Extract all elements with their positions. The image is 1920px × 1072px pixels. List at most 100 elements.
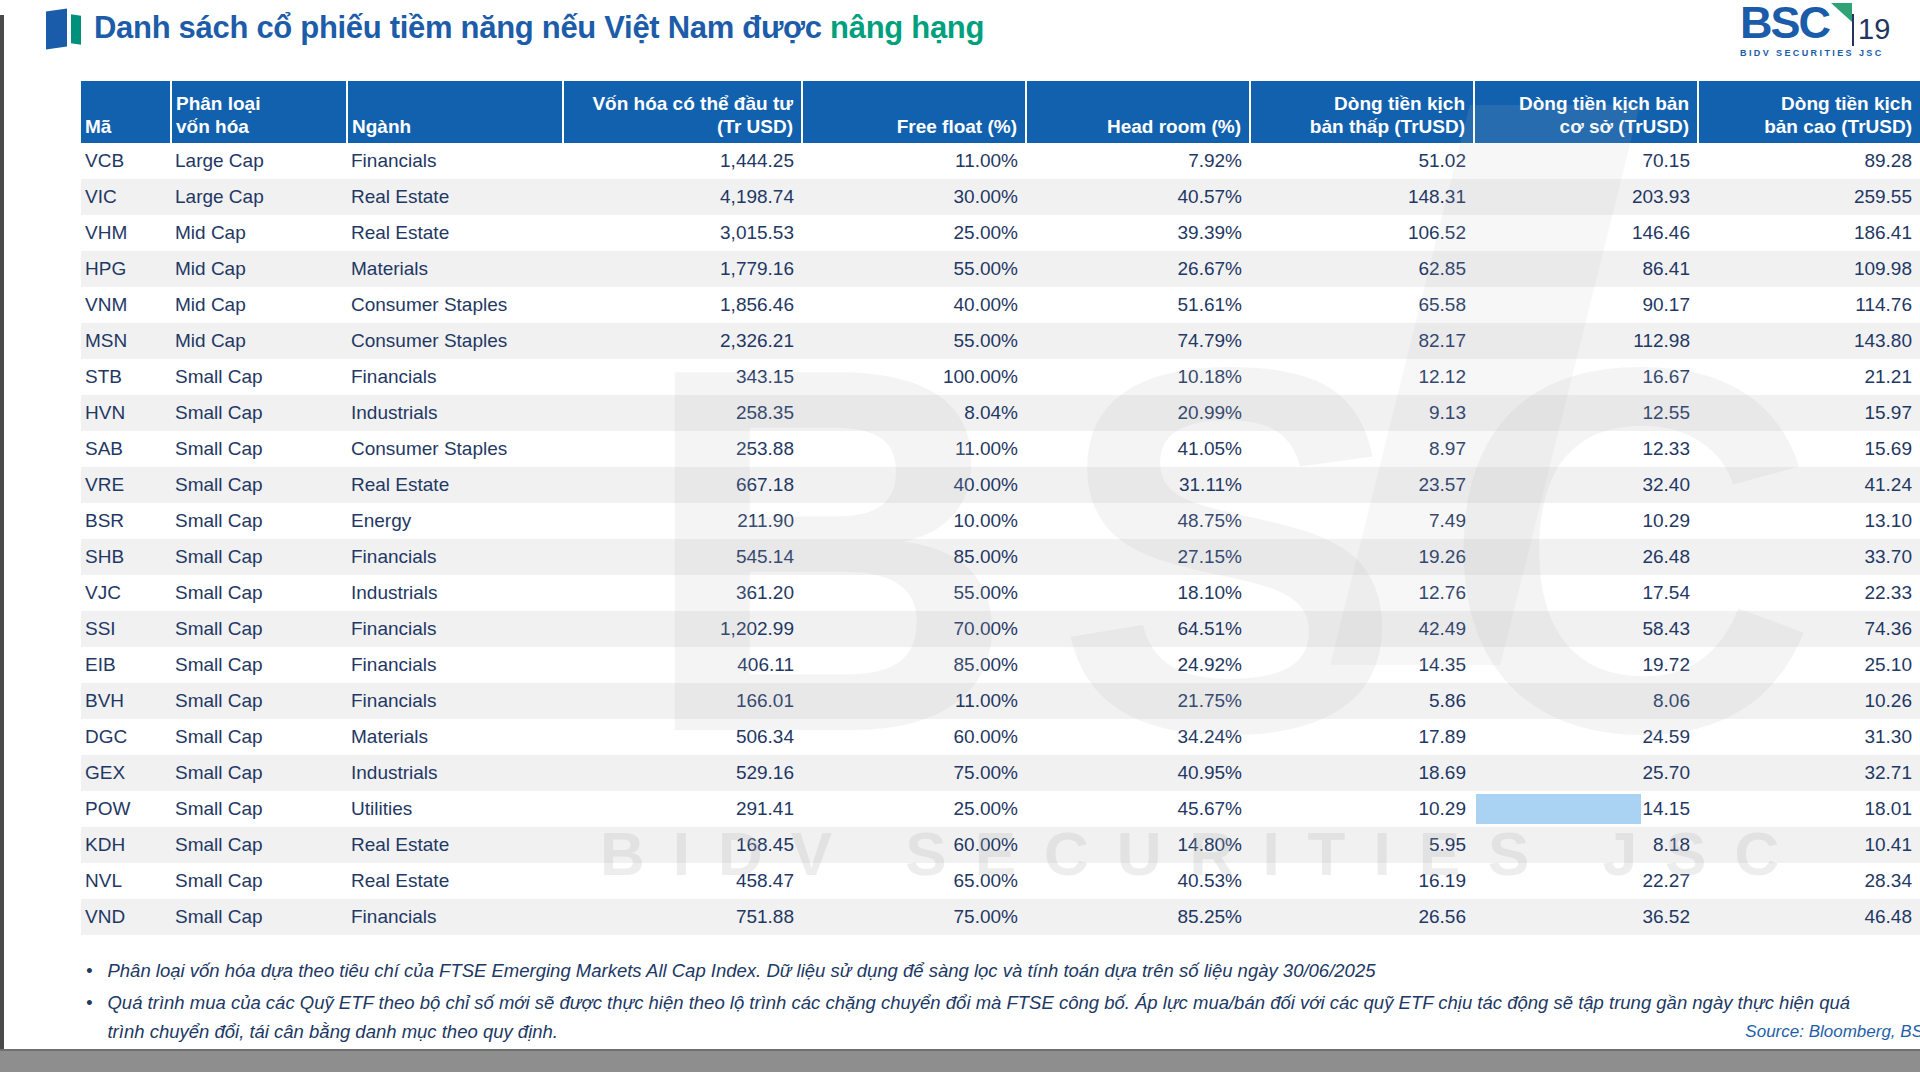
table-row: HVNSmall CapIndustrials258.358.04%20.99%… xyxy=(81,395,1920,431)
table-cell: Materials xyxy=(347,719,563,755)
table-cell: 30.00% xyxy=(802,179,1026,215)
table-cell: Small Cap xyxy=(171,611,347,647)
table-cell: 40.00% xyxy=(802,467,1026,503)
table-cell: 18.69 xyxy=(1250,755,1474,791)
column-header: Dòng tiền kịch bản cơ sở (TrUSD) xyxy=(1474,81,1698,143)
table-cell: Small Cap xyxy=(171,683,347,719)
table-cell: STB xyxy=(81,359,171,395)
table-cell: Mid Cap xyxy=(171,323,347,359)
table-header-row: MãPhân loại vốn hóaNgànhVốn hóa có thể đ… xyxy=(81,81,1920,143)
table-cell: Industrials xyxy=(347,395,563,431)
table-cell: 19.72 xyxy=(1474,647,1698,683)
table-row: VNDSmall CapFinancials751.8875.00%85.25%… xyxy=(81,899,1920,935)
table-cell: 12.55 xyxy=(1474,395,1698,431)
table-cell: Small Cap xyxy=(171,467,347,503)
table-cell: 112.98 xyxy=(1474,323,1698,359)
stock-table: MãPhân loại vốn hóaNgànhVốn hóa có thể đ… xyxy=(81,81,1920,935)
column-header: Dòng tiền kịch bản thấp (TrUSD) xyxy=(1250,81,1474,143)
table-cell: 40.95% xyxy=(1026,755,1250,791)
table-cell: Mid Cap xyxy=(171,287,347,323)
table-cell: 40.00% xyxy=(802,287,1026,323)
table-cell: 17.54 xyxy=(1474,575,1698,611)
table-cell: 7.92% xyxy=(1026,143,1250,179)
table-cell: HVN xyxy=(81,395,171,431)
table-cell: Small Cap xyxy=(171,899,347,935)
table-row: VNMMid CapConsumer Staples1,856.4640.00%… xyxy=(81,287,1920,323)
table-row: VICLarge CapReal Estate4,198.7430.00%40.… xyxy=(81,179,1920,215)
bullet: • xyxy=(86,988,92,1046)
table-cell: HPG xyxy=(81,251,171,287)
table-cell: 21.21 xyxy=(1698,359,1920,395)
table-cell: 25.10 xyxy=(1698,647,1920,683)
table-cell: 1,856.46 xyxy=(563,287,802,323)
table-cell: 751.88 xyxy=(563,899,802,935)
table-cell: 85.00% xyxy=(802,539,1026,575)
table-cell: 12.12 xyxy=(1250,359,1474,395)
footnote-item: • Phân loại vốn hóa dựa theo tiêu chí củ… xyxy=(86,956,1878,985)
table-cell: 42.49 xyxy=(1250,611,1474,647)
table-cell: Small Cap xyxy=(171,431,347,467)
table-cell: 406.11 xyxy=(563,647,802,683)
table-cell: 148.31 xyxy=(1250,179,1474,215)
book-icon-teal-shape xyxy=(71,14,81,44)
table-cell: 291.41 xyxy=(563,791,802,827)
table-cell: 41.05% xyxy=(1026,431,1250,467)
table-cell: 25.70 xyxy=(1474,755,1698,791)
table-cell: Small Cap xyxy=(171,719,347,755)
table-row: KDHSmall CapReal Estate168.4560.00%14.80… xyxy=(81,827,1920,863)
table-cell: 11.00% xyxy=(802,683,1026,719)
column-header: Mã xyxy=(81,81,171,143)
table-cell: MSN xyxy=(81,323,171,359)
table-cell: 28.34 xyxy=(1698,863,1920,899)
table-cell: Financials xyxy=(347,359,563,395)
table-row: VJCSmall CapIndustrials361.2055.00%18.10… xyxy=(81,575,1920,611)
table-cell: 529.16 xyxy=(563,755,802,791)
column-header: Phân loại vốn hóa xyxy=(171,81,347,143)
table-cell: Financials xyxy=(347,611,563,647)
table-cell: 41.24 xyxy=(1698,467,1920,503)
bsc-book-icon xyxy=(46,8,84,50)
table-cell: 203.93 xyxy=(1474,179,1698,215)
table-cell: 166.01 xyxy=(563,683,802,719)
source-note: Source: Bloomberg, BS xyxy=(1745,1022,1920,1042)
table-cell: 10.18% xyxy=(1026,359,1250,395)
table-cell: 8.06 xyxy=(1474,683,1698,719)
table-cell: 143.80 xyxy=(1698,323,1920,359)
table-cell: 14.15 xyxy=(1474,791,1698,827)
table-cell: Small Cap xyxy=(171,359,347,395)
table-cell: 8.04% xyxy=(802,395,1026,431)
stock-table-container: MãPhân loại vốn hóaNgànhVốn hóa có thể đ… xyxy=(81,81,1920,935)
book-icon-blue-shape xyxy=(46,9,67,50)
table-cell: 39.39% xyxy=(1026,215,1250,251)
table-cell: Consumer Staples xyxy=(347,323,563,359)
table-row: NVLSmall CapReal Estate458.4765.00%40.53… xyxy=(81,863,1920,899)
table-cell: 48.75% xyxy=(1026,503,1250,539)
table-row: GEXSmall CapIndustrials529.1675.00%40.95… xyxy=(81,755,1920,791)
table-cell: 18.01 xyxy=(1698,791,1920,827)
table-cell: 55.00% xyxy=(802,575,1026,611)
column-header: Vốn hóa có thể đầu tư (Tr USD) xyxy=(563,81,802,143)
table-cell: Financials xyxy=(347,143,563,179)
bsc-logo: BSC 19 BIDV SECURITIES JSC xyxy=(1740,2,1920,58)
table-cell: Materials xyxy=(347,251,563,287)
table-cell: Industrials xyxy=(347,755,563,791)
table-cell: Small Cap xyxy=(171,503,347,539)
table-cell: 65.58 xyxy=(1250,287,1474,323)
table-cell: 361.20 xyxy=(563,575,802,611)
table-cell: 25.00% xyxy=(802,791,1026,827)
table-cell: BSR xyxy=(81,503,171,539)
table-cell: 26.67% xyxy=(1026,251,1250,287)
table-row: SSISmall CapFinancials1,202.9970.00%64.5… xyxy=(81,611,1920,647)
table-cell: 51.02 xyxy=(1250,143,1474,179)
table-cell: Small Cap xyxy=(171,575,347,611)
table-row: EIBSmall CapFinancials406.1185.00%24.92%… xyxy=(81,647,1920,683)
table-cell: SSI xyxy=(81,611,171,647)
table-cell: 46.48 xyxy=(1698,899,1920,935)
page-title-accent: nâng hạng xyxy=(830,10,984,45)
bsc-logo-text: BSC xyxy=(1740,2,1829,45)
table-cell: Real Estate xyxy=(347,215,563,251)
table-cell: POW xyxy=(81,791,171,827)
table-cell: 55.00% xyxy=(802,323,1026,359)
table-cell: 15.97 xyxy=(1698,395,1920,431)
table-row: POWSmall CapUtilities291.4125.00%45.67%1… xyxy=(81,791,1920,827)
